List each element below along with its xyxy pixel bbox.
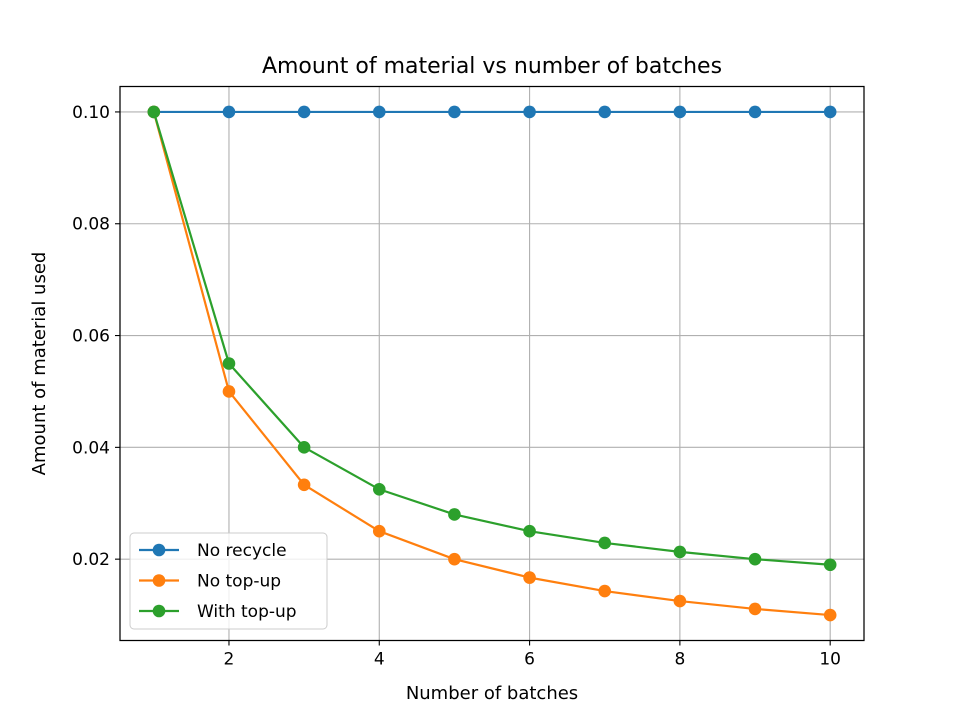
data-point-with-top-up bbox=[448, 508, 461, 521]
data-point-with-top-up bbox=[147, 105, 161, 119]
data-point-with-top-up bbox=[598, 536, 612, 550]
y-tick-label: 0.10 bbox=[72, 103, 110, 123]
data-point-no-top-up bbox=[823, 608, 837, 622]
legend-label-no-recycle: No recycle bbox=[197, 541, 287, 561]
data-point-no-top-up bbox=[673, 594, 687, 608]
data-point-no-top-up bbox=[523, 571, 536, 584]
series-line-no-top-up bbox=[152, 111, 831, 617]
series-line-with-top-up bbox=[152, 111, 831, 566]
series-no-recycle bbox=[147, 105, 837, 119]
data-point-no-recycle bbox=[823, 105, 837, 119]
data-point-no-recycle bbox=[372, 105, 386, 119]
data-point-no-recycle bbox=[673, 105, 687, 119]
data-point-with-top-up bbox=[297, 441, 311, 454]
series-group bbox=[147, 105, 837, 622]
data-point-with-top-up bbox=[372, 482, 386, 496]
y-tick-label: 0.08 bbox=[72, 215, 110, 235]
chart-title: Amount of material vs number of batches bbox=[262, 54, 722, 79]
series-no-top-up bbox=[147, 105, 837, 622]
data-point-no-recycle bbox=[222, 105, 236, 119]
legend-label-no-top-up: No top-up bbox=[197, 572, 281, 592]
y-tick-label: 0.04 bbox=[72, 438, 110, 458]
data-point-with-top-up bbox=[823, 558, 837, 572]
x-tick-label: 8 bbox=[674, 650, 685, 670]
legend-box bbox=[129, 532, 328, 630]
legend-marker-with-top-up bbox=[152, 604, 166, 618]
series-with-top-up bbox=[147, 105, 837, 572]
data-point-no-top-up bbox=[372, 524, 386, 538]
x-axis-label: Number of batches bbox=[406, 683, 578, 704]
y-tick-label: 0.02 bbox=[72, 550, 110, 570]
data-point-no-recycle bbox=[598, 105, 612, 119]
legend: No recycle No top-up With top-up bbox=[129, 532, 328, 630]
x-tick-label: 4 bbox=[374, 650, 385, 670]
data-point-with-top-up bbox=[222, 357, 236, 370]
data-point-no-top-up bbox=[297, 478, 311, 492]
legend-marker-no-recycle bbox=[152, 543, 166, 557]
x-tick-label: 10 bbox=[819, 650, 841, 670]
data-point-no-top-up bbox=[598, 584, 612, 598]
legend-label-with-top-up: With top-up bbox=[197, 602, 297, 622]
y-tick-label: 0.06 bbox=[72, 327, 110, 347]
data-point-no-recycle bbox=[448, 105, 461, 119]
data-point-with-top-up bbox=[748, 552, 762, 566]
data-point-no-top-up bbox=[748, 602, 762, 616]
data-point-with-top-up bbox=[523, 524, 536, 538]
data-point-with-top-up bbox=[673, 545, 687, 559]
x-tick-label: 2 bbox=[224, 650, 235, 670]
data-point-no-recycle bbox=[748, 105, 762, 119]
data-point-no-top-up bbox=[222, 385, 236, 398]
x-tick-label: 6 bbox=[524, 650, 535, 670]
data-point-no-top-up bbox=[448, 552, 461, 566]
data-point-no-recycle bbox=[297, 105, 311, 119]
plot-frame bbox=[119, 85, 865, 642]
axis-ticks: 2 4 6 8 10 0.02 0.04 0.06 0.08 0.10 bbox=[72, 103, 841, 670]
data-point-no-recycle bbox=[523, 105, 536, 119]
y-axis-label: Amount of material used bbox=[29, 252, 50, 476]
legend-marker-no-top-up bbox=[152, 574, 166, 587]
